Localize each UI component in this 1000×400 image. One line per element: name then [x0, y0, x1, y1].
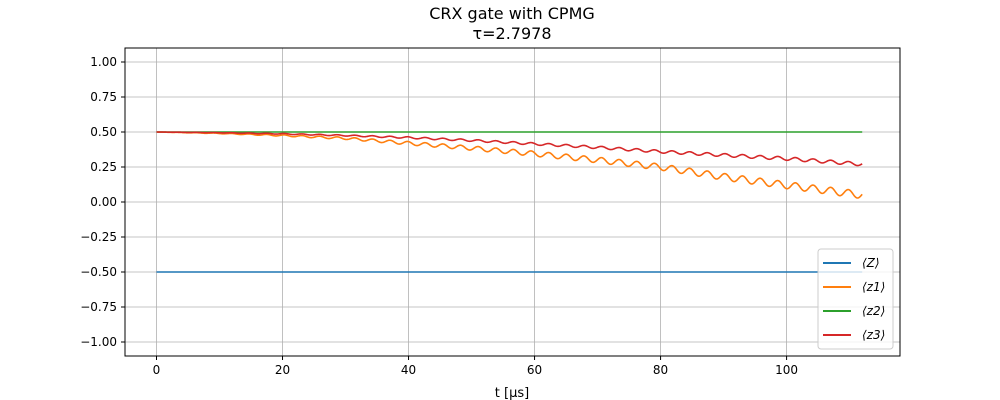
chart-subtitle: τ=2.7978 — [472, 24, 551, 43]
y-tick-label: −0.25 — [80, 230, 117, 244]
legend: ⟨Z⟩ ⟨z1⟩ ⟨z2⟩ ⟨z3⟩ — [817, 248, 894, 350]
y-tick-label: 0.75 — [90, 90, 117, 104]
x-tick-label: 0 — [153, 363, 161, 377]
x-tick-label: 20 — [275, 363, 290, 377]
x-tick-label: 80 — [653, 363, 668, 377]
x-axis-label: t [μs] — [495, 386, 529, 400]
axis-ticks: 0 20 40 60 80 100 −1.00 −0.75 −0.50 −0.25 0.00 0.25… — [80, 55, 798, 377]
y-tick-label: 0.00 — [90, 195, 117, 209]
legend-label-3: ⟨z2⟩ — [862, 304, 885, 318]
legend-label-4: ⟨z3⟩ — [862, 328, 885, 342]
y-tick-label: −0.50 — [80, 265, 117, 279]
grid-lines — [125, 48, 900, 356]
x-tick-label: 100 — [775, 363, 798, 377]
y-tick-label: −1.00 — [80, 335, 117, 349]
y-tick-label: 0.25 — [90, 160, 117, 174]
plot-area — [156, 131, 863, 273]
y-tick-label: 1.00 — [90, 55, 117, 69]
y-tick-label: 0.50 — [90, 125, 117, 139]
x-tick-label: 40 — [401, 363, 416, 377]
legend-label-1: ⟨Z⟩ — [862, 256, 880, 270]
legend-box — [817, 248, 894, 350]
y-tick-label: −0.75 — [80, 300, 117, 314]
series-line-4 — [156, 131, 863, 167]
legend-label-2: ⟨z1⟩ — [862, 280, 885, 294]
series-line-2 — [156, 131, 863, 199]
chart-title: CRX gate with CPMG — [429, 4, 595, 23]
x-tick-label: 60 — [527, 363, 542, 377]
